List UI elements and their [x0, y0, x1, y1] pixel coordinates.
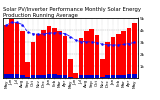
- Bar: [121, 31, 126, 78]
- Bar: [79, 75, 83, 78]
- Bar: [57, 75, 62, 78]
- Bar: [36, 34, 41, 78]
- Bar: [4, 74, 9, 78]
- Bar: [132, 23, 137, 78]
- Bar: [52, 28, 57, 78]
- Bar: [31, 42, 35, 78]
- Bar: [100, 59, 105, 78]
- Bar: [116, 75, 121, 78]
- Bar: [89, 74, 94, 78]
- Bar: [121, 75, 126, 78]
- Bar: [9, 74, 14, 78]
- Bar: [127, 74, 131, 78]
- Bar: [68, 59, 73, 78]
- Bar: [52, 74, 57, 78]
- Bar: [68, 77, 73, 78]
- Bar: [20, 31, 25, 78]
- Bar: [79, 38, 83, 78]
- Bar: [47, 74, 51, 78]
- Bar: [15, 74, 19, 78]
- Bar: [100, 77, 105, 78]
- Bar: [41, 30, 46, 78]
- Bar: [63, 75, 67, 78]
- Bar: [9, 19, 14, 78]
- Bar: [89, 29, 94, 78]
- Bar: [116, 34, 121, 78]
- Bar: [36, 75, 41, 78]
- Bar: [132, 74, 137, 78]
- Bar: [4, 25, 9, 78]
- Bar: [31, 76, 35, 78]
- Bar: [25, 62, 30, 78]
- Bar: [63, 36, 67, 78]
- Bar: [15, 23, 19, 78]
- Bar: [41, 75, 46, 78]
- Bar: [105, 76, 110, 78]
- Bar: [73, 73, 78, 78]
- Bar: [57, 31, 62, 78]
- Text: Solar PV/Inverter Performance Monthly Solar Energy Production Running Average: Solar PV/Inverter Performance Monthly So…: [3, 7, 141, 18]
- Bar: [111, 37, 115, 78]
- Bar: [95, 35, 99, 78]
- Bar: [95, 75, 99, 78]
- Bar: [25, 77, 30, 78]
- Bar: [111, 75, 115, 78]
- Bar: [20, 75, 25, 78]
- Bar: [47, 26, 51, 78]
- Bar: [127, 28, 131, 78]
- Bar: [84, 75, 89, 78]
- Bar: [84, 31, 89, 78]
- Bar: [105, 42, 110, 78]
